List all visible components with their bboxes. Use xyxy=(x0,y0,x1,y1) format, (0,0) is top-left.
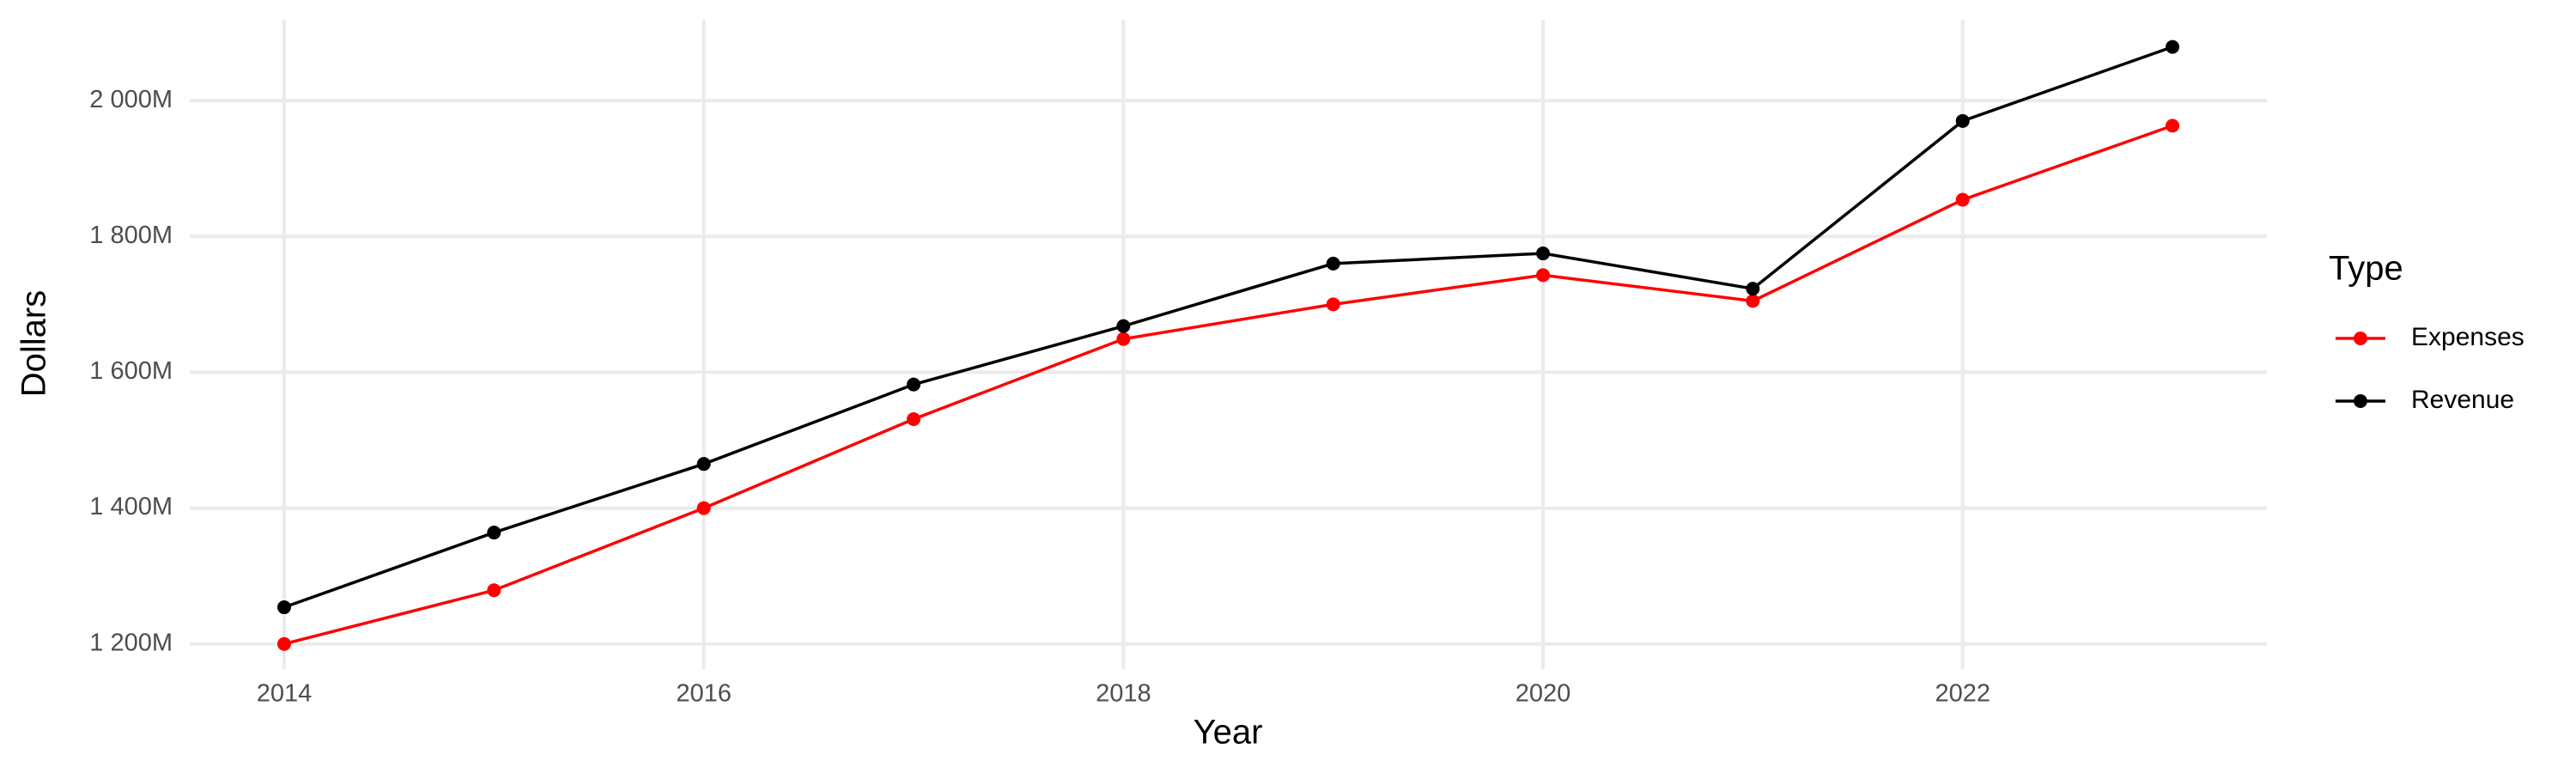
legend-title: Type xyxy=(2329,250,2403,288)
point xyxy=(487,526,501,540)
legend-key-point xyxy=(2354,394,2367,408)
point xyxy=(1955,113,1970,128)
point xyxy=(1116,332,1131,346)
legend-label: Revenue xyxy=(2411,386,2514,414)
point xyxy=(1116,319,1131,333)
y-tick-label: 2 000M xyxy=(89,86,173,113)
point xyxy=(276,636,291,651)
point xyxy=(1955,192,1970,207)
point xyxy=(696,457,711,472)
x-axis-title: Year xyxy=(1194,714,1263,752)
point xyxy=(906,377,920,392)
series-line xyxy=(283,124,2173,646)
point xyxy=(1536,268,1551,283)
point xyxy=(2166,40,2180,54)
y-tick-label: 1 600M xyxy=(89,357,173,385)
x-tick-label: 2022 xyxy=(1935,680,1990,708)
point xyxy=(1326,297,1340,312)
x-tick-label: 2020 xyxy=(1516,680,1571,708)
y-tick-label: 1 200M xyxy=(89,629,173,656)
point xyxy=(487,583,501,598)
y-tick-label: 1 400M xyxy=(89,493,173,520)
point xyxy=(276,600,291,615)
point xyxy=(1536,247,1551,261)
point xyxy=(1746,282,1760,296)
legend-label: Expenses xyxy=(2411,323,2524,351)
x-tick-label: 2018 xyxy=(1096,680,1151,708)
point xyxy=(906,411,920,426)
series-line xyxy=(283,45,2173,609)
y-axis-title: Dollars xyxy=(15,290,53,397)
point xyxy=(1746,294,1760,308)
y-tick-label: 1 800M xyxy=(89,222,173,249)
point xyxy=(696,501,711,515)
point xyxy=(1326,256,1340,271)
point xyxy=(2166,119,2180,133)
x-tick-label: 2016 xyxy=(676,680,732,708)
x-tick-label: 2014 xyxy=(257,680,313,708)
legend-key-point xyxy=(2354,332,2367,345)
